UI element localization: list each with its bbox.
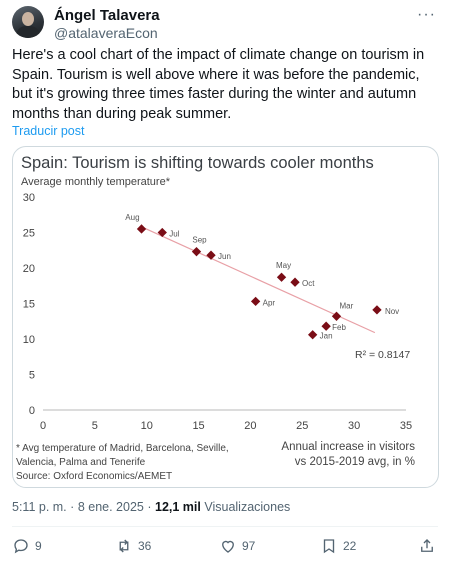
x-tick-label: 30 (348, 420, 360, 432)
y-tick-label: 30 (23, 192, 35, 204)
meta-separator: · (147, 500, 152, 514)
x-tick-label: 20 (244, 420, 256, 432)
repost-icon (119, 539, 129, 553)
tweet-text: Here's a cool chart of the impact of cli… (12, 47, 425, 122)
data-point-jul (157, 227, 167, 238)
divider (12, 526, 438, 527)
data-label-jun: Jun (218, 252, 231, 261)
data-label-aug: Aug (125, 213, 139, 222)
data-point-mar (331, 311, 342, 321)
data-point-may (276, 272, 287, 282)
data-label-nov: Nov (385, 307, 399, 316)
x-tick-label: 0 (40, 420, 46, 432)
data-point-jan (307, 330, 318, 340)
data-label-feb: Feb (332, 323, 346, 332)
data-label-jul: Jul (169, 230, 179, 239)
data-label-mar: Mar (340, 301, 354, 310)
heart-icon (222, 540, 234, 553)
data-point-sep (191, 247, 202, 257)
repost-count: 36 (138, 539, 152, 553)
tweet-header: Ángel Talavera @atalaveraEcon ··· (12, 6, 438, 42)
tweet-meta: 5:11 p. m. · 8 ene. 2025 · 12,1 mil Visu… (12, 500, 290, 514)
y-tick-label: 25 (23, 228, 35, 240)
data-label-jan: Jan (320, 332, 333, 341)
y-tick-label: 0 (29, 405, 35, 417)
post-date[interactable]: 8 ene. 2025 (77, 500, 144, 514)
avatar[interactable] (12, 6, 44, 38)
action-bar: 9 36 97 22 (12, 535, 438, 557)
data-label-sep: Sep (192, 236, 207, 245)
meta-separator: · (70, 500, 75, 514)
reply-icon (14, 539, 28, 554)
y-tick-label: 15 (23, 299, 35, 311)
data-point-oct (290, 277, 300, 287)
data-label-apr: Apr (263, 298, 276, 307)
bookmark-icon (323, 539, 335, 554)
author-handle[interactable]: @atalaveraEcon (54, 25, 158, 41)
author-name[interactable]: Ángel Talavera (54, 7, 160, 24)
share-icon (421, 539, 433, 552)
r-squared-label: R² = 0.8147 (355, 349, 410, 361)
chart-image[interactable]: Spain: Tourism is shifting towards coole… (12, 146, 439, 488)
y-tick-label: 5 (29, 370, 35, 382)
scatter-chart: Spain: Tourism is shifting towards coole… (16, 154, 415, 482)
more-options-icon[interactable]: ··· (417, 6, 436, 23)
translate-link[interactable]: Traducir post (12, 124, 85, 138)
x-tick-label: 15 (192, 420, 204, 432)
y-tick-label: 20 (23, 263, 35, 275)
footnote-line: Source: Oxford Economics/AEMET (16, 471, 172, 482)
views-count: 12,1 mil (155, 500, 201, 514)
x-tick-label: 10 (141, 420, 153, 432)
data-point-jun (206, 250, 216, 260)
like-count: 97 (242, 539, 256, 553)
data-label-oct: Oct (302, 279, 315, 288)
footnote-line: Valencia, Palma and Tenerife (16, 457, 146, 468)
data-label-may: May (276, 261, 291, 270)
views-label: Visualizaciones (204, 500, 291, 514)
data-point-aug (136, 224, 147, 234)
chart-title: Spain: Tourism is shifting towards coole… (21, 154, 374, 172)
share-button[interactable] (418, 535, 436, 557)
bookmark-count: 22 (343, 539, 357, 553)
x-axis-label: Annual increase in visitors (281, 441, 415, 453)
data-point-nov (372, 305, 382, 315)
reply-button[interactable]: 9 (12, 535, 42, 557)
data-point-feb (321, 321, 331, 331)
like-button[interactable]: 97 (219, 535, 255, 557)
x-tick-label: 35 (400, 420, 412, 432)
bookmark-button[interactable]: 22 (320, 535, 356, 557)
repost-button[interactable]: 36 (115, 535, 151, 557)
y-axis-label: Average monthly temperature* (21, 176, 171, 188)
data-point-apr (250, 296, 261, 307)
reply-count: 9 (35, 539, 42, 553)
x-tick-label: 5 (92, 420, 98, 432)
x-axis-label: vs 2015-2019 avg, in % (295, 456, 415, 468)
y-tick-label: 10 (23, 334, 35, 346)
footnote-line: * Avg temperature of Madrid, Barcelona, … (16, 443, 229, 454)
x-tick-label: 25 (296, 420, 308, 432)
post-time[interactable]: 5:11 p. m. (12, 500, 67, 514)
